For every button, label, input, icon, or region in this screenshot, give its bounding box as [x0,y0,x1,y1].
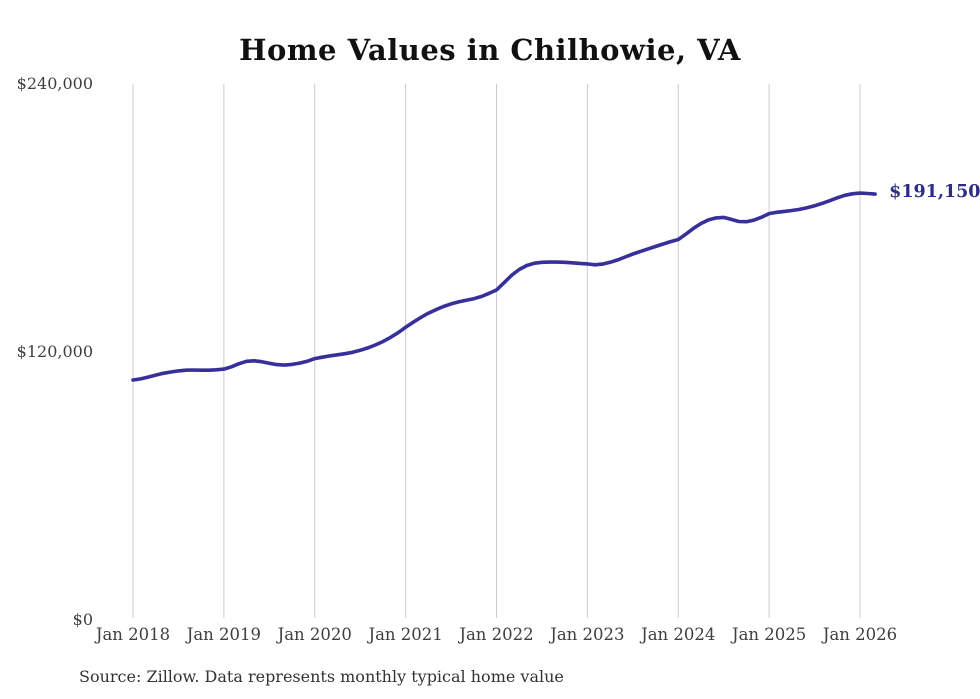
x-tick-jan-2022: Jan 2022 [459,625,534,644]
vertical-gridlines [132,84,861,618]
x-tick-jan-2021: Jan 2021 [368,625,443,644]
chart-title: Home Values in Chilhowie, VA [239,33,741,67]
x-tick-jan-2026: Jan 2026 [822,625,898,644]
x-tick-jan-2020: Jan 2020 [277,625,352,644]
latest-value-label: $191,150 [889,182,980,203]
y-tick-120000: $120,000 [16,342,93,361]
y-tick-0: $0 [72,610,93,629]
x-tick-jan-2023: Jan 2023 [550,625,625,644]
x-tick-jan-2018: Jan 2018 [95,625,171,644]
x-tick-jan-2025: Jan 2025 [731,625,807,644]
home-value-line [131,191,877,382]
y-tick-240000: $240,000 [16,74,93,93]
x-tick-jan-2019: Jan 2019 [186,625,262,644]
x-tick-jan-2024: Jan 2024 [641,625,716,644]
source-note: Source: Zillow. Data represents monthly … [79,667,564,686]
